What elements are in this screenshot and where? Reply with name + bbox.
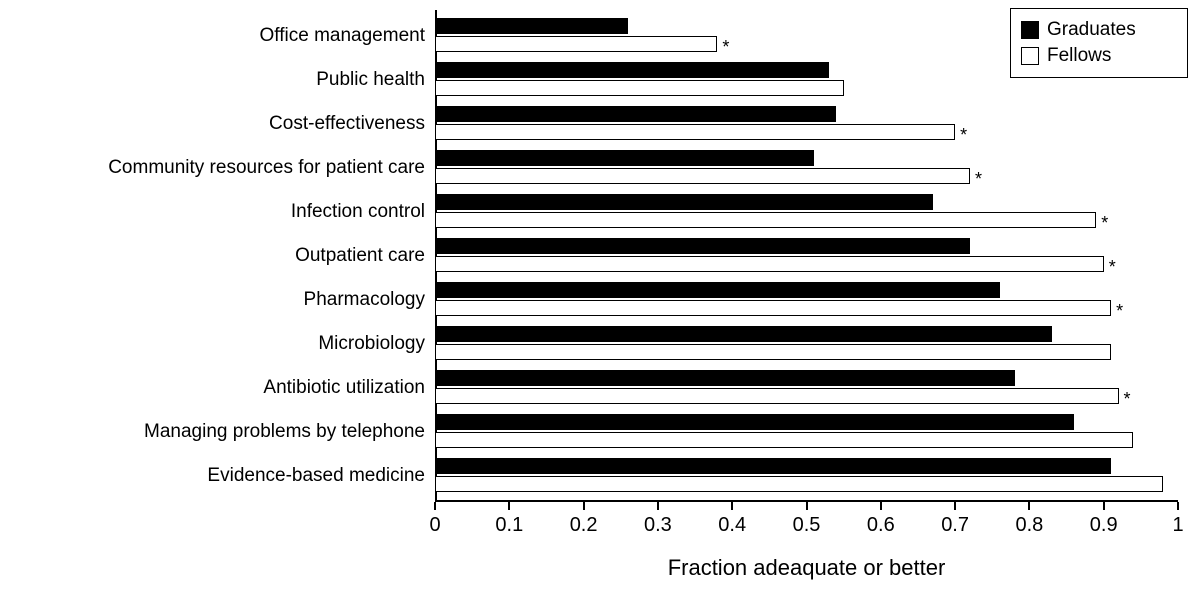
- x-tick-label: 0.9: [1090, 514, 1118, 537]
- bar-fellows: [435, 300, 1111, 316]
- bar-fellows: [435, 212, 1096, 228]
- significance-marker: *: [1116, 302, 1123, 320]
- legend-swatch-fellows: [1021, 47, 1039, 65]
- bar-fellows: [435, 36, 717, 52]
- x-tick: [1028, 502, 1030, 510]
- y-label: Managing problems by telephone: [144, 422, 425, 441]
- bar-fellows: [435, 476, 1163, 492]
- x-axis-title: Fraction adeaquate or better: [435, 555, 1178, 581]
- bar-graduates: [435, 62, 829, 78]
- bar-graduates: [435, 18, 628, 34]
- bar-graduates: [435, 238, 970, 254]
- y-label: Office management: [260, 26, 425, 45]
- x-tick-label: 0.3: [644, 514, 672, 537]
- bar-graduates: [435, 282, 1000, 298]
- x-axis: 00.10.20.30.40.50.60.70.80.91: [435, 500, 1178, 530]
- y-label: Pharmacology: [304, 290, 425, 309]
- x-tick-label: 0.2: [570, 514, 598, 537]
- y-label: Public health: [316, 70, 425, 89]
- bar-fellows: [435, 124, 955, 140]
- x-tick: [657, 502, 659, 510]
- bar-graduates: [435, 370, 1015, 386]
- y-label: Cost-effectiveness: [269, 114, 425, 133]
- x-tick: [1177, 502, 1179, 510]
- legend-item-fellows: Fellows: [1021, 43, 1177, 69]
- significance-marker: *: [1124, 390, 1131, 408]
- y-label: Community resources for patient care: [108, 158, 425, 177]
- x-tick-label: 0.8: [1015, 514, 1043, 537]
- y-label: Antibiotic utilization: [263, 378, 425, 397]
- y-label: Microbiology: [318, 334, 425, 353]
- x-tick: [583, 502, 585, 510]
- x-tick-label: 0.7: [941, 514, 969, 537]
- bar-fellows: [435, 80, 844, 96]
- y-label: Infection control: [291, 202, 425, 221]
- x-tick: [954, 502, 956, 510]
- significance-marker: *: [722, 38, 729, 56]
- x-tick: [508, 502, 510, 510]
- y-label: Outpatient care: [295, 246, 425, 265]
- bar-fellows: [435, 344, 1111, 360]
- x-tick-label: 1: [1172, 514, 1183, 537]
- significance-marker: *: [975, 170, 982, 188]
- bar-fellows: [435, 256, 1104, 272]
- significance-marker: *: [960, 126, 967, 144]
- plot-area: * * * * * * *: [435, 10, 1178, 500]
- y-axis-labels: Office management Public health Cost-effec…: [0, 10, 425, 500]
- significance-marker: *: [1109, 258, 1116, 276]
- bar-graduates: [435, 150, 814, 166]
- legend-item-graduates: Graduates: [1021, 17, 1177, 43]
- x-tick-label: 0: [429, 514, 440, 537]
- bar-graduates: [435, 194, 933, 210]
- x-tick: [434, 502, 436, 510]
- x-tick-label: 0.5: [793, 514, 821, 537]
- x-tick: [731, 502, 733, 510]
- bar-graduates: [435, 414, 1074, 430]
- x-tick-label: 0.6: [867, 514, 895, 537]
- bar-fellows: [435, 388, 1119, 404]
- bar-fellows: [435, 432, 1133, 448]
- x-tick: [1103, 502, 1105, 510]
- bar-fellows: [435, 168, 970, 184]
- significance-marker: *: [1101, 214, 1108, 232]
- chart-container: Office management Public health Cost-effec…: [0, 0, 1200, 593]
- bar-graduates: [435, 458, 1111, 474]
- x-tick: [806, 502, 808, 510]
- bar-graduates: [435, 106, 836, 122]
- x-tick: [880, 502, 882, 510]
- legend-swatch-graduates: [1021, 21, 1039, 39]
- x-tick-label: 0.4: [718, 514, 746, 537]
- y-label: Evidence-based medicine: [207, 466, 425, 485]
- bar-graduates: [435, 326, 1052, 342]
- legend-label-graduates: Graduates: [1047, 19, 1136, 41]
- x-tick-label: 0.1: [495, 514, 523, 537]
- legend: Graduates Fellows: [1010, 8, 1188, 78]
- legend-label-fellows: Fellows: [1047, 45, 1111, 67]
